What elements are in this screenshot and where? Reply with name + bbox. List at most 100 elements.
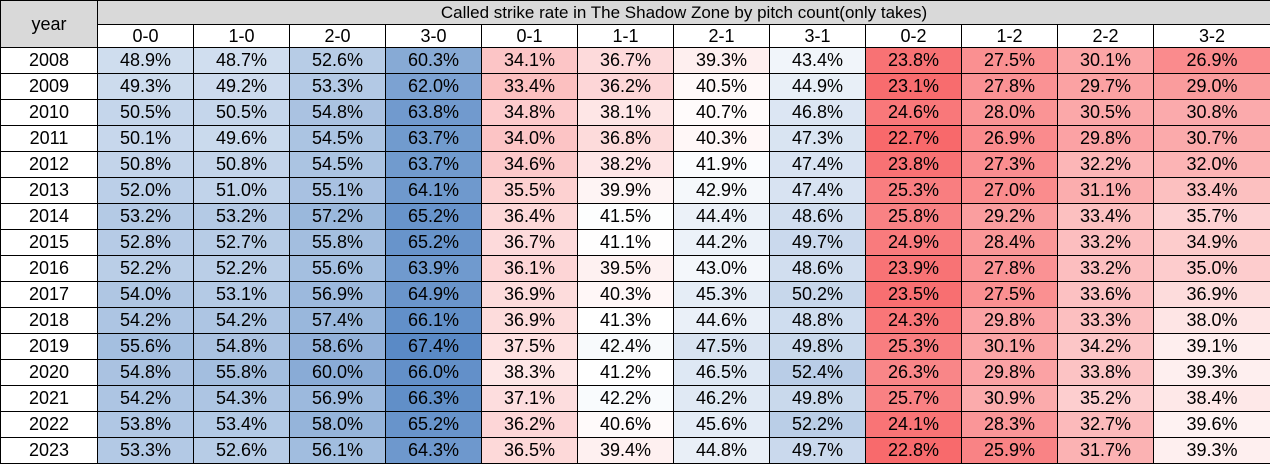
heatmap-cell: 30.1% [1057, 47, 1154, 74]
heatmap-cell: 25.3% [865, 177, 962, 204]
heatmap-cell: 23.8% [865, 151, 962, 178]
heatmap-cell: 29.8% [961, 359, 1058, 386]
heatmap-cell: 62.0% [385, 73, 482, 100]
heatmap-cell: 42.9% [673, 177, 770, 204]
heatmap-cell: 44.6% [673, 307, 770, 334]
table-row: 2011 50.1% 49.6% 54.5% 63.7% 34.0% 36.8% 40.3% 4… [0, 125, 1270, 152]
heatmap-cell: 23.5% [865, 281, 962, 308]
heatmap-cell: 33.4% [481, 73, 578, 100]
heatmap-cell: 34.9% [1152, 229, 1270, 256]
heatmap-cell: 52.4% [769, 359, 866, 386]
heatmap-cell: 57.4% [289, 307, 386, 334]
heatmap-cell: 55.8% [289, 229, 386, 256]
year-label: 2017 [0, 281, 98, 308]
heatmap-cell: 48.6% [769, 203, 866, 230]
heatmap-cell: 64.9% [385, 281, 482, 308]
year-label: 2010 [0, 99, 98, 126]
heatmap-cell: 54.8% [193, 333, 290, 360]
heatmap-cell: 49.2% [193, 73, 290, 100]
heatmap-cell: 43.0% [673, 255, 770, 282]
heatmap-cell: 50.5% [193, 99, 290, 126]
heatmap-cell: 50.8% [97, 151, 194, 178]
heatmap-cell: 30.9% [961, 385, 1058, 412]
heatmap-cell: 29.7% [1057, 73, 1154, 100]
heatmap-cell: 39.3% [1152, 437, 1270, 464]
heatmap-cell: 54.8% [289, 99, 386, 126]
heatmap-cell: 36.4% [481, 203, 578, 230]
heatmap-cell: 36.9% [1152, 281, 1270, 308]
table-row: 2014 53.2% 53.2% 57.2% 65.2% 36.4% 41.5% 44.4% 4… [0, 203, 1270, 230]
heatmap-cell: 44.2% [673, 229, 770, 256]
heatmap-cell: 47.4% [769, 177, 866, 204]
heatmap-cell: 50.5% [97, 99, 194, 126]
year-label: 2023 [0, 437, 98, 464]
heatmap-cell: 26.9% [961, 125, 1058, 152]
heatmap-cell: 52.2% [97, 255, 194, 282]
column-header-1-0: 1-0 [193, 24, 290, 48]
heatmap-cell: 54.5% [289, 125, 386, 152]
heatmap-cell: 38.1% [577, 99, 674, 126]
table-row: 2008 48.9% 48.7% 52.6% 60.3% 34.1% 36.7% 39.3% 4… [0, 47, 1270, 74]
column-header-0-2: 0-2 [865, 24, 962, 48]
heatmap-cell: 41.2% [577, 359, 674, 386]
heatmap-cell: 33.8% [1057, 359, 1154, 386]
year-label: 2015 [0, 229, 98, 256]
year-label: 2008 [0, 47, 98, 74]
heatmap-cell: 22.7% [865, 125, 962, 152]
heatmap-cell: 64.3% [385, 437, 482, 464]
heatmap-cell: 65.2% [385, 411, 482, 438]
year-label: 2018 [0, 307, 98, 334]
heatmap-cell: 34.8% [481, 99, 578, 126]
heatmap-cell: 46.5% [673, 359, 770, 386]
heatmap-cell: 44.8% [673, 437, 770, 464]
heatmap-cell: 27.8% [961, 255, 1058, 282]
table-row: 2009 49.3% 49.2% 53.3% 62.0% 33.4% 36.2% 40.5% 4… [0, 73, 1270, 100]
heatmap-cell: 32.0% [1152, 151, 1270, 178]
year-label: 2009 [0, 73, 98, 100]
heatmap-cell: 48.8% [769, 307, 866, 334]
heatmap-cell: 54.0% [97, 281, 194, 308]
heatmap-cell: 35.7% [1152, 203, 1270, 230]
heatmap-cell: 25.7% [865, 385, 962, 412]
heatmap-cell: 25.3% [865, 333, 962, 360]
heatmap-cell: 42.2% [577, 385, 674, 412]
heatmap-cell: 64.1% [385, 177, 482, 204]
heatmap-cell: 45.6% [673, 411, 770, 438]
heatmap-cell: 40.6% [577, 411, 674, 438]
heatmap-cell: 48.6% [769, 255, 866, 282]
heatmap-cell: 67.4% [385, 333, 482, 360]
column-header-0-0: 0-0 [97, 24, 194, 48]
heatmap-cell: 29.8% [1057, 125, 1154, 152]
heatmap-cell: 22.8% [865, 437, 962, 464]
table-row: 2013 52.0% 51.0% 55.1% 64.1% 35.5% 39.9% 42.9% 4… [0, 177, 1270, 204]
chart-title: Called strike rate in The Shadow Zone by… [96, 0, 1270, 25]
heatmap-cell: 44.4% [673, 203, 770, 230]
heatmap-cell: 36.2% [577, 73, 674, 100]
table-row: 2010 50.5% 50.5% 54.8% 63.8% 34.8% 38.1% 40.7% 4… [0, 99, 1270, 126]
heatmap-cell: 34.2% [1057, 333, 1154, 360]
heatmap-cell: 37.5% [481, 333, 578, 360]
heatmap-cell: 45.3% [673, 281, 770, 308]
heatmap-cell: 60.0% [289, 359, 386, 386]
heatmap-cell: 29.0% [1152, 73, 1270, 100]
column-header-0-1: 0-1 [481, 24, 578, 48]
heatmap-cell: 24.6% [865, 99, 962, 126]
heatmap-cell: 38.2% [577, 151, 674, 178]
heatmap-cell: 54.2% [97, 307, 194, 334]
heatmap-cell: 54.3% [193, 385, 290, 412]
heatmap-cell: 56.9% [289, 281, 386, 308]
heatmap-cell: 38.0% [1152, 307, 1270, 334]
year-label: 2019 [0, 333, 98, 360]
heatmap-cell: 52.6% [289, 47, 386, 74]
heatmap-cell: 36.8% [577, 125, 674, 152]
heatmap-cell: 40.3% [577, 281, 674, 308]
heatmap-cell: 53.2% [97, 203, 194, 230]
heatmap-cell: 36.9% [481, 281, 578, 308]
heatmap-cell: 26.3% [865, 359, 962, 386]
table-row: 2022 53.8% 53.4% 58.0% 65.2% 36.2% 40.6% 45.6% 5… [0, 411, 1270, 438]
heatmap-cell: 52.2% [193, 255, 290, 282]
heatmap-cell: 56.1% [289, 437, 386, 464]
heatmap-cell: 32.2% [1057, 151, 1154, 178]
heatmap-cell: 41.1% [577, 229, 674, 256]
